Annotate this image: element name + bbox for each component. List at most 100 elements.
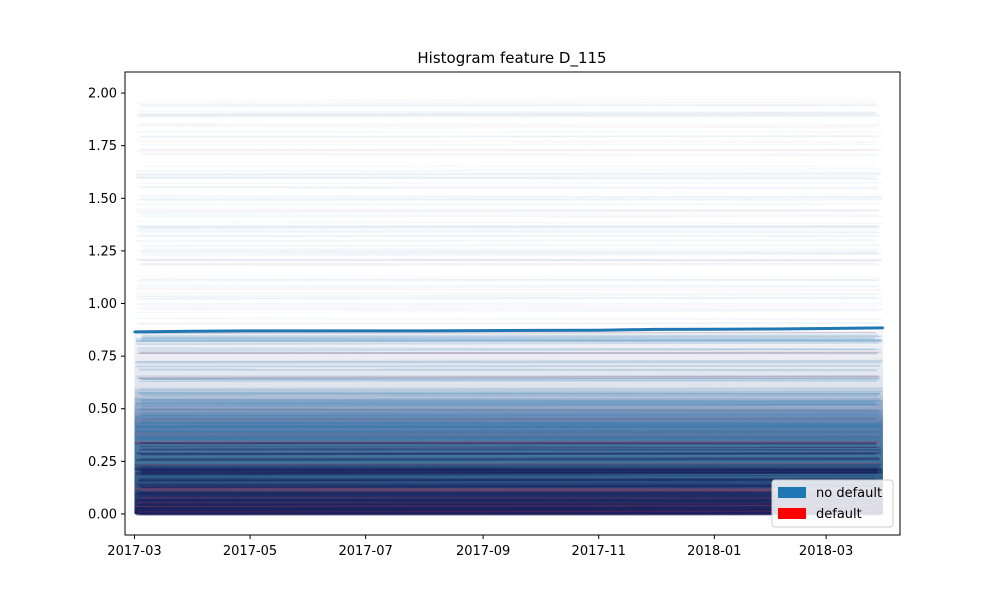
histogram-trace xyxy=(139,491,876,495)
y-tick-label: 1.50 xyxy=(88,192,117,207)
histogram-trace xyxy=(135,331,877,334)
y-tick-label: 1.75 xyxy=(88,139,117,154)
histogram-trace xyxy=(135,288,882,292)
histogram-trace xyxy=(134,467,882,471)
histogram-trace xyxy=(137,451,881,455)
histogram-trace xyxy=(142,437,881,440)
histogram-trace xyxy=(136,338,881,343)
histogram-trace xyxy=(136,341,880,345)
histogram-trace xyxy=(140,457,880,460)
histogram-trace xyxy=(135,234,877,237)
histogram-trace xyxy=(137,310,876,313)
histogram-trace xyxy=(139,368,877,372)
histogram-trace xyxy=(135,471,882,476)
histogram-trace xyxy=(141,436,879,438)
histogram-texture xyxy=(134,99,883,516)
histogram-trace xyxy=(135,208,879,212)
histogram-trace xyxy=(141,434,880,438)
legend-swatch-no-default xyxy=(778,487,806,498)
histogram-trace xyxy=(138,113,881,117)
plot-area xyxy=(133,99,885,516)
histogram-trace xyxy=(136,491,880,495)
dense-band xyxy=(134,330,883,514)
histogram-trace xyxy=(140,417,877,421)
histogram-trace xyxy=(139,392,881,395)
histogram-trace xyxy=(141,335,882,339)
data-point xyxy=(248,329,252,333)
histogram-trace xyxy=(136,501,877,504)
histogram-trace xyxy=(134,493,879,496)
histogram-trace xyxy=(138,499,876,503)
x-tick-label: 2018-01 xyxy=(687,544,741,559)
histogram-trace xyxy=(137,351,882,355)
histogram-trace xyxy=(139,484,883,488)
histogram-trace xyxy=(140,332,876,335)
histogram-trace xyxy=(139,122,882,126)
histogram-trace xyxy=(135,462,880,465)
histogram-trace xyxy=(138,502,880,506)
histogram-trace xyxy=(136,294,877,297)
histogram-trace xyxy=(137,101,876,105)
histogram-trace xyxy=(137,229,877,233)
histogram-trace xyxy=(142,510,883,514)
histogram-trace xyxy=(136,400,883,405)
data-point xyxy=(481,329,485,332)
histogram-trace xyxy=(134,442,877,446)
histogram-trace xyxy=(140,510,879,514)
histogram-trace xyxy=(139,508,876,511)
data-point xyxy=(133,330,136,334)
histogram-trace xyxy=(140,485,878,489)
histogram-trace xyxy=(139,445,877,448)
histogram-trace xyxy=(139,168,882,172)
histogram-trace xyxy=(138,379,881,383)
histogram-trace xyxy=(138,424,881,429)
histogram-trace xyxy=(137,511,879,515)
histogram-trace xyxy=(140,111,877,116)
legend: no default default xyxy=(771,479,894,528)
histogram-trace xyxy=(136,124,877,129)
histogram-trace xyxy=(138,182,883,185)
histogram-trace xyxy=(137,278,877,282)
histogram-trace xyxy=(136,509,880,512)
histogram-trace xyxy=(137,494,876,497)
histogram-trace xyxy=(134,250,880,253)
data-point xyxy=(423,329,426,333)
histogram-trace xyxy=(135,458,880,461)
histogram-trace xyxy=(142,379,878,382)
histogram-trace xyxy=(135,295,882,298)
histogram-trace xyxy=(135,471,880,474)
histogram-trace xyxy=(135,198,883,201)
data-point xyxy=(824,327,828,330)
histogram-trace xyxy=(139,377,882,381)
histogram-trace xyxy=(140,409,876,412)
histogram-trace xyxy=(141,243,880,248)
histogram-trace xyxy=(134,463,882,467)
histogram-trace xyxy=(139,408,879,412)
histogram-trace xyxy=(134,498,882,502)
histogram-trace xyxy=(139,510,876,514)
histogram-trace xyxy=(141,431,882,435)
histogram-trace xyxy=(137,349,881,352)
histogram-trace xyxy=(141,337,882,342)
histogram-trace xyxy=(142,512,876,515)
histogram-trace xyxy=(134,504,876,508)
data-point xyxy=(192,330,195,333)
histogram-trace xyxy=(135,510,880,514)
histogram-trace xyxy=(135,425,883,429)
histogram-trace xyxy=(139,509,876,512)
histogram-trace xyxy=(141,412,879,417)
histogram-trace xyxy=(135,176,878,180)
x-tick-label: 2017-09 xyxy=(456,544,510,559)
histogram-trace xyxy=(139,511,882,515)
histogram-trace xyxy=(141,99,878,102)
histogram-trace xyxy=(139,478,876,481)
data-point xyxy=(364,329,367,333)
histogram-trace xyxy=(137,352,878,355)
series-layer xyxy=(133,326,885,334)
histogram-trace xyxy=(136,317,883,320)
histogram-trace xyxy=(137,392,879,396)
histogram-trace xyxy=(140,143,878,146)
histogram-trace xyxy=(135,337,876,341)
histogram-trace xyxy=(141,185,879,190)
